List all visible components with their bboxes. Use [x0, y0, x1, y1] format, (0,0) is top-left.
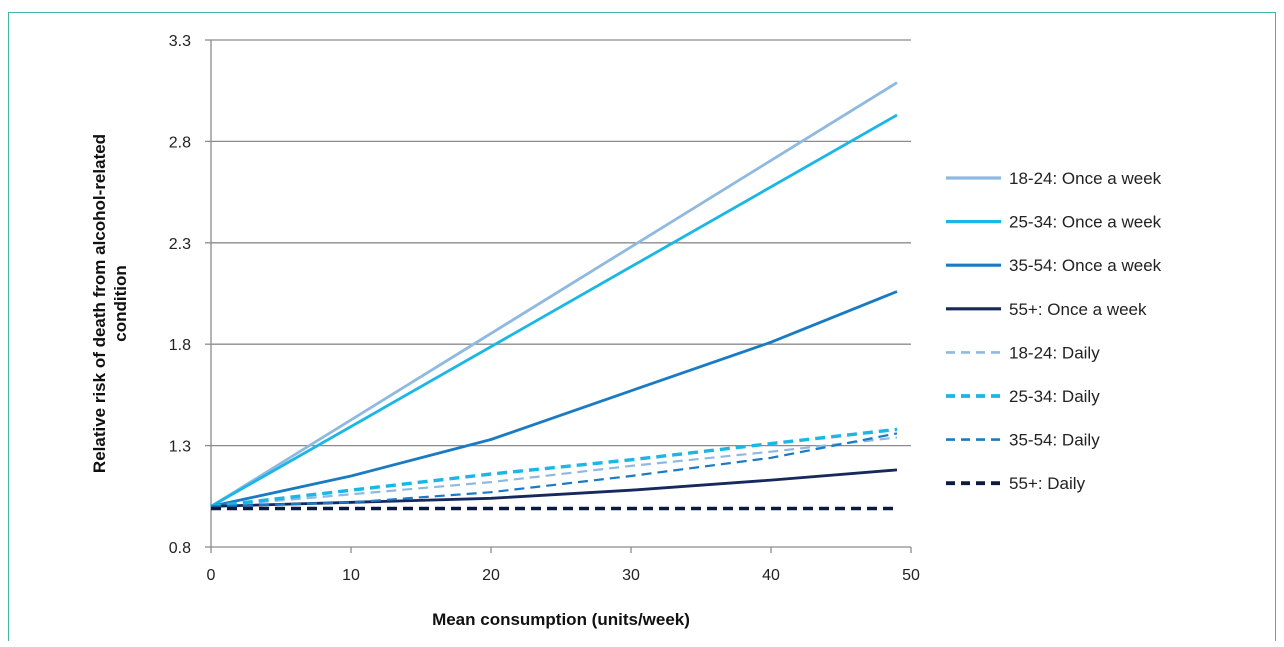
y-tick-label: 1.8	[169, 337, 191, 354]
x-tick-labels: 0 10 20 30 40 50	[207, 567, 920, 584]
y-tick-label: 0.8	[169, 540, 191, 557]
series-line-18-24-once-a-week	[210, 81, 898, 508]
y-tick-label: 3.3	[169, 33, 191, 50]
y-axis-title-line: condition	[111, 265, 130, 341]
x-tick-label: 40	[762, 567, 780, 584]
series-line-25-34-once-a-week	[210, 113, 898, 508]
x-tick-label: 30	[622, 567, 640, 584]
legend-label: 55+: Daily	[1009, 474, 1086, 493]
chart-frame: 0 10 20 30 40 50 0.8 1.3 1.8 2.3 2.8 3.3 Mean cons…	[8, 12, 1276, 641]
series-line-35-54-daily	[210, 432, 898, 508]
y-tick-label: 1.3	[169, 439, 191, 456]
series-lines	[210, 81, 898, 511]
series-line-35-54-once-a-week	[210, 290, 898, 508]
y-tick-label: 2.8	[169, 134, 191, 151]
legend-label: 18-24: Daily	[1009, 343, 1100, 362]
x-tick-label: 0	[207, 567, 216, 584]
x-tick-label: 10	[342, 567, 360, 584]
legend-label: 25-34: Once a week	[1009, 213, 1162, 232]
y-axis-title-line: Relative risk of death from alcohol-rela…	[90, 134, 109, 473]
x-tick-label: 50	[902, 567, 920, 584]
line-chart: 0 10 20 30 40 50 0.8 1.3 1.8 2.3 2.8 3.3 Mean cons…	[90, 33, 1162, 629]
series-line-18-24-daily	[210, 436, 898, 508]
legend-label: 18-24: Once a week	[1009, 169, 1162, 188]
series-line-25-34-daily	[210, 427, 898, 509]
legend-label: 55+: Once a week	[1009, 300, 1147, 319]
legend-label: 35-54: Once a week	[1009, 256, 1162, 275]
series-line-55-once-a-week	[210, 468, 898, 508]
x-tick-label: 20	[482, 567, 500, 584]
x-axis-title: Mean consumption (units/week)	[432, 610, 690, 629]
y-tick-labels: 0.8 1.3 1.8 2.3 2.8 3.3	[169, 33, 191, 557]
legend: 18-24: Once a week 25-34: Once a week 35-5…	[946, 169, 1162, 493]
axes	[205, 39, 912, 553]
legend-label: 35-54: Daily	[1009, 431, 1100, 450]
y-tick-label: 2.3	[169, 236, 191, 253]
gridlines	[211, 39, 911, 447]
legend-label: 25-34: Daily	[1009, 387, 1100, 406]
